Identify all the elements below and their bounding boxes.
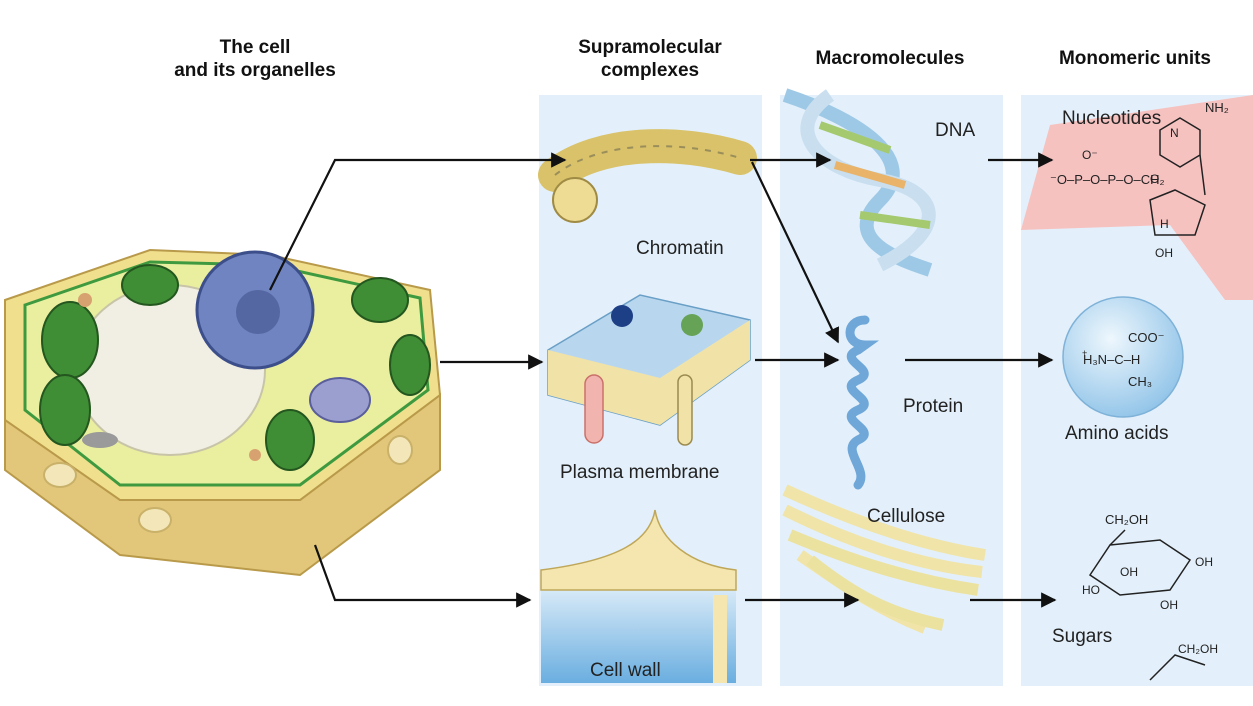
plant-cell-illustration [4,248,442,577]
plasma-membrane-illustration [547,294,751,446]
cell-wall-illustration [540,509,737,683]
chem-ho: HO [1082,583,1100,597]
nucleotide-structure [1149,117,1206,236]
amino-acid-sphere [1062,296,1184,418]
arrows [269,152,1057,608]
label-dna: DNA [935,120,976,141]
label-cell-wall: Cell wall [590,660,661,681]
chem-ch3: CH₃ [1128,374,1153,389]
header-monomeric: Monomeric units [1058,48,1211,69]
arrow-chromatin-to-protein [751,161,839,344]
chem-oh-sugar-1: OH [1120,565,1138,579]
header-macromolecules: Macromolecules [815,48,965,69]
chem-n: N [1170,126,1179,140]
chem-oh-sugar-3: OH [1160,598,1178,612]
chem-h: H [1160,217,1169,231]
chem-oh-sugar-2: OH [1195,555,1213,569]
chem-oh-nucleotide: OH [1155,246,1173,260]
chem-ch2oh-top: CH₂OH [1105,512,1149,527]
label-plasma-membrane: Plasma membrane [560,462,720,483]
sugar-structure [1088,529,1206,681]
arrow-cell-to-wall [313,544,532,608]
label-protein: Protein [903,396,964,417]
protein-illustration [845,315,880,490]
header-supramolecular: Supramolecular complexes [540,36,760,82]
chem-plus: + [1082,348,1088,358]
chem-coo: COO⁻ [1128,330,1165,345]
chem-ch2oh-bottom: CH₂OH [1178,642,1218,656]
chem-o-minus: O⁻ [1082,148,1098,162]
label-sugars: Sugars [1052,626,1113,647]
dna-illustration [782,88,936,277]
header-cell-line1: The cell [219,37,291,58]
chem-o: O [1150,172,1160,186]
cellulose-illustration [782,484,986,634]
label-amino-acids: Amino acids [1065,423,1169,444]
chem-nh2: NH₂ [1205,100,1229,115]
label-chromatin: Chromatin [636,238,724,259]
nucleotide-background [1021,95,1253,300]
chem-phosphate: ⁻O–P–O–P–O–CH₂ [1050,172,1165,187]
chem-h3n: H₃N–C–H [1083,352,1141,367]
header-cell-line2: and its organelles [174,60,336,81]
header-cell: The cell and its organelles [140,36,370,82]
arrow-nucleus-to-chromatin [269,152,567,291]
header-supra-line2: complexes [600,60,700,81]
label-nucleotides: Nucleotides [1062,108,1162,129]
header-supra-line1: Supramolecular [578,37,722,58]
chromatin-illustration [538,129,757,223]
label-cellulose: Cellulose [867,506,946,527]
